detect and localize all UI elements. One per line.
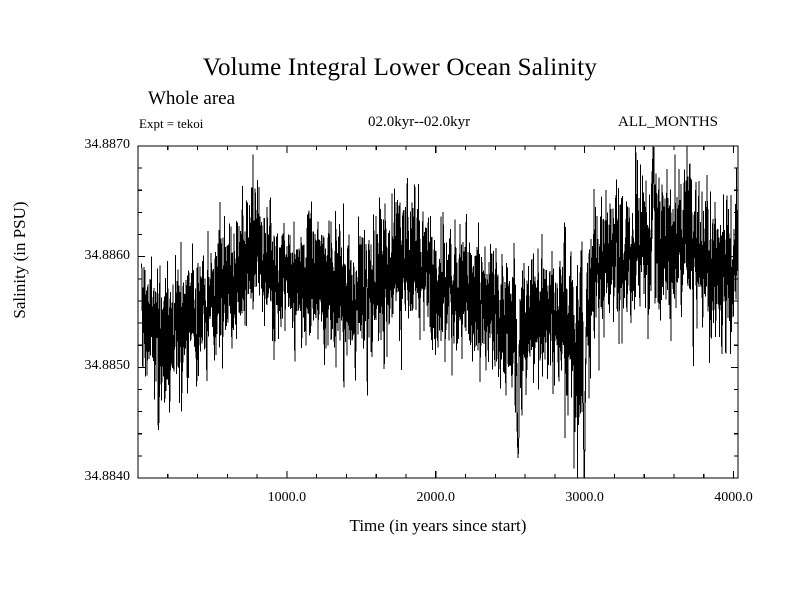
chart-subtitle: Whole area (148, 88, 236, 109)
x-tick-label: 4000.0 (714, 490, 753, 505)
y-tick-label: 34.8840 (84, 469, 131, 484)
x-axis-label: Time (in years since start) (349, 516, 527, 535)
x-tick-label: 2000.0 (416, 490, 456, 505)
y-tick-label: 34.8860 (84, 247, 131, 263)
annotation-experiment: Expt = tekoi (139, 116, 204, 131)
x-tick-label: 1000.0 (267, 490, 307, 505)
y-tick-label: 34.8870 (84, 137, 131, 152)
x-tick-label: 3000.0 (565, 490, 604, 505)
y-tick-label: 34.8850 (84, 358, 131, 374)
page-title: Volume Integral Lower Ocean Salinity (202, 54, 598, 81)
annotation-time-range: 02.0kyr--02.0kyr (368, 114, 471, 130)
data-series-line (141, 146, 738, 478)
annotation-months: ALL_MONTHS (618, 114, 718, 130)
